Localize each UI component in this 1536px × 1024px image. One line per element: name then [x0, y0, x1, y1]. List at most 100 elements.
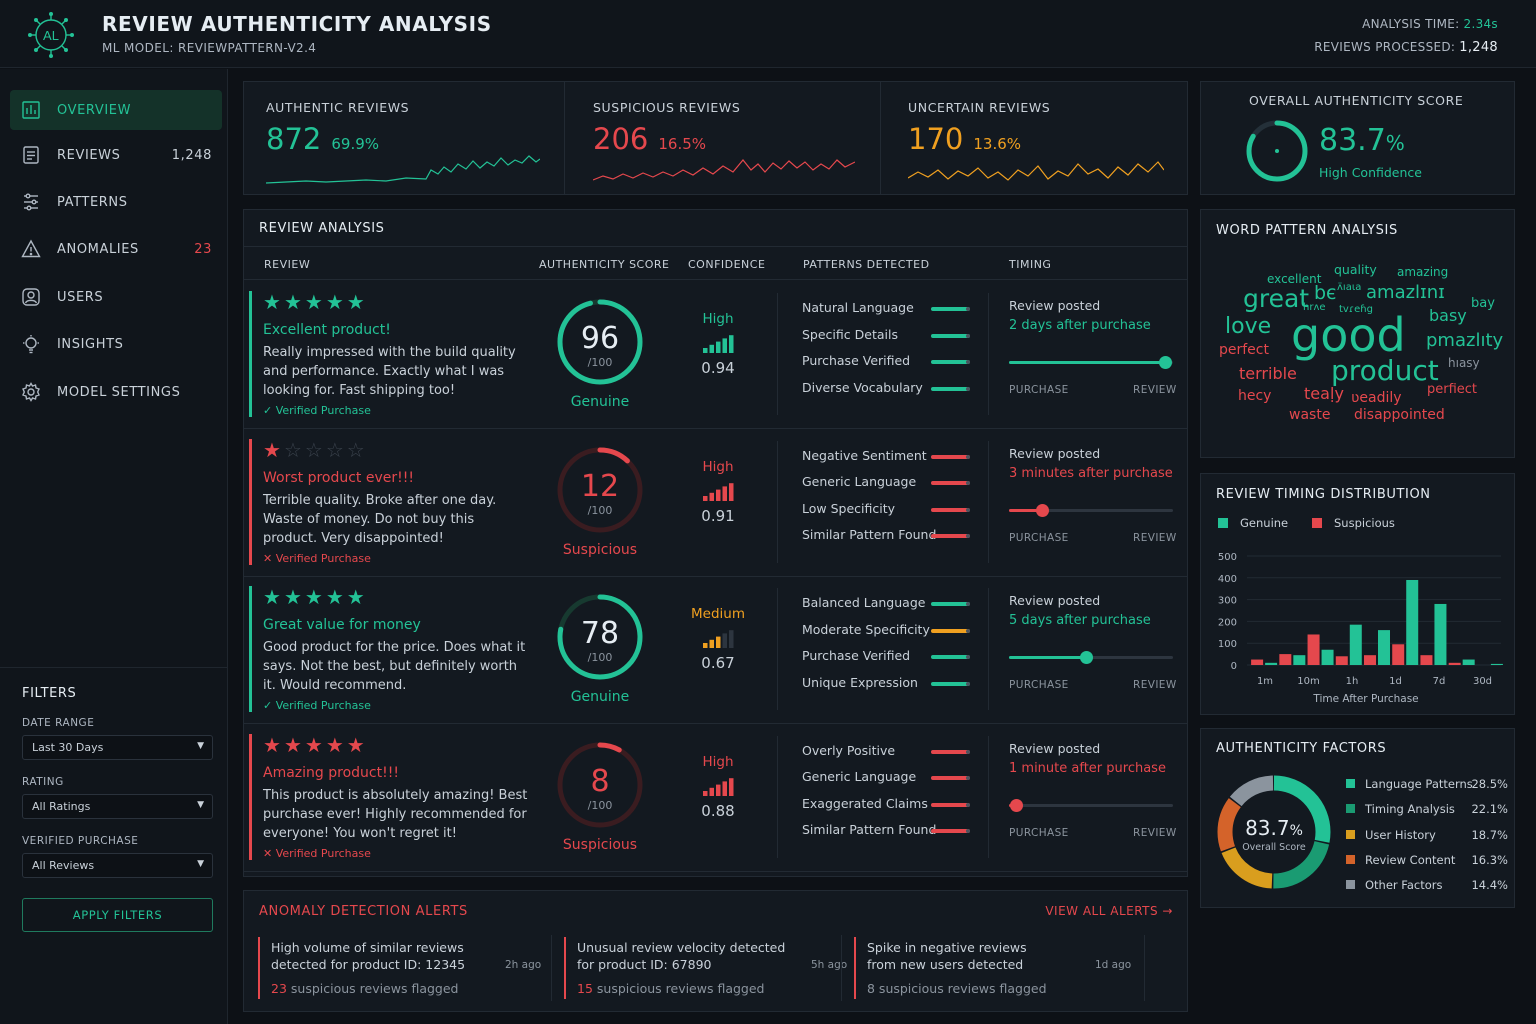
verified-purchase-select[interactable]: All Reviews ▼: [22, 853, 213, 878]
bar-suspicious: [1448, 662, 1461, 665]
signal-bars-icon: [703, 335, 734, 353]
table-row[interactable]: ★★★★★ Great value for money Good product f…: [244, 576, 1187, 724]
view-all-alerts-link[interactable]: VIEW ALL ALERTS →: [1045, 904, 1173, 918]
review-body: This product is absolutely amazing! Best…: [263, 787, 528, 841]
alert-time: 5h ago: [811, 959, 848, 971]
factors-donut-chart: [1217, 775, 1331, 889]
col-review: REVIEW: [264, 258, 311, 271]
review-analysis-panel: REVIEW ANALYSIS REVIEW AUTHENTICITY SCOR…: [243, 209, 1188, 877]
star-icon: ★: [346, 585, 368, 609]
timing-distribution-panel: REVIEW TIMING DISTRIBUTION Genuine Suspi…: [1200, 473, 1515, 715]
timing-track: [1009, 356, 1173, 369]
timing-fill: [1009, 361, 1165, 364]
review-analysis-title: REVIEW ANALYSIS: [259, 221, 385, 236]
sidebar-item-reviews[interactable]: REVIEWS 1,248: [10, 135, 222, 175]
pattern-bar: [931, 454, 970, 459]
pattern-bar: [931, 507, 970, 512]
authentic-pct: 69.9%: [331, 135, 380, 153]
factors-title: AUTHENTICITY FACTORS: [1216, 741, 1387, 756]
sidebar-item-overview[interactable]: OVERVIEW: [10, 90, 222, 130]
timing-fill: [1009, 508, 1042, 512]
filters-section: FILTERS DATE RANGE Last 30 Days ▼ RATING …: [0, 667, 228, 932]
pattern-bar: [931, 628, 970, 633]
score-denominator: /100: [587, 356, 613, 369]
col-timing: TIMING: [1009, 258, 1052, 271]
table-row[interactable]: ★☆☆☆☆ Worst product ever!!! Terrible quali…: [244, 429, 1187, 577]
timing-caption: Review posted: [1009, 593, 1101, 608]
pattern-bar: [931, 776, 970, 780]
signal-bars-icon: [703, 482, 734, 501]
pattern-label: Overly Positive: [802, 742, 896, 758]
date-range-label: DATE RANGE: [22, 717, 95, 729]
star-icon: ☆: [325, 437, 347, 462]
factor-pct: 14.4%: [1471, 878, 1508, 893]
star-icon: ★: [304, 585, 326, 609]
x-tick-label: 1m: [1257, 676, 1273, 687]
word-cloud-word: hecy: [1238, 388, 1272, 404]
legend-suspicious: Suspicious: [1312, 516, 1395, 530]
alert-time: 1d ago: [1095, 959, 1132, 971]
sidebar-item-patterns[interactable]: PATTERNS: [10, 182, 222, 222]
document-icon: [20, 144, 42, 166]
date-range-select[interactable]: Last 30 Days ▼: [22, 735, 213, 760]
row-indicator: [249, 438, 252, 565]
apply-filters-button[interactable]: APPLY FILTERS: [22, 898, 213, 932]
star-rating: ★★★★★: [263, 290, 368, 314]
sidebar-item-model-settings[interactable]: MODEL SETTINGS: [10, 372, 222, 412]
verified-purchase-badge: ✓ Verified Purchase: [263, 699, 371, 712]
factor-pct: 18.7%: [1471, 827, 1508, 842]
factor-item: Language Patterns 28.5%: [1346, 777, 1508, 791]
word-cloud-word: bay: [1471, 296, 1495, 311]
star-icon: ★: [325, 585, 347, 609]
table-row[interactable]: ★★★★★ Amazing product!!! This product is a…: [244, 724, 1187, 872]
pattern-label: Unique Expression: [802, 674, 918, 690]
star-icon: ★: [325, 732, 347, 757]
star-rating: ★★★★★: [263, 585, 368, 609]
alert-line1: Spike in negative reviews: [867, 940, 1027, 955]
rating-select[interactable]: All Ratings ▼: [22, 794, 213, 819]
bar-genuine: [1406, 579, 1419, 665]
alert-item[interactable]: Unusual review velocity detected for prod…: [564, 937, 856, 999]
factor-pct: 28.5%: [1471, 777, 1508, 791]
donut-segment: [1217, 775, 1331, 889]
word-cloud-word: bє: [1314, 282, 1337, 304]
score-label: Suspicious: [562, 836, 638, 853]
pattern-label: Similar Pattern Found: [802, 822, 937, 837]
confidence-label: High: [702, 458, 734, 475]
pattern-label: Balanced Language: [802, 595, 926, 610]
review-body: Terrible quality. Broke after one day. W…: [263, 492, 497, 546]
table-row[interactable]: ★★★★★ Excellent product! Really impressed …: [244, 281, 1187, 429]
sidebar-item-anomalies[interactable]: ANOMALIES 23: [10, 229, 222, 269]
star-icon: ★: [304, 290, 326, 314]
pattern-bar: [931, 802, 970, 807]
sidebar-item-users[interactable]: USERS: [10, 277, 222, 317]
alert-flag-count: 23 suspicious reviews flagged: [271, 981, 459, 996]
timing-track: [1009, 651, 1173, 664]
timing-marker: [1080, 651, 1094, 664]
alert-item[interactable]: Spike in negative reviews from new users …: [854, 937, 1146, 999]
analysis-time: ANALYSIS TIME: 2.34s: [1362, 17, 1498, 31]
alert-item[interactable]: High volume of similar reviews detected f…: [258, 937, 550, 999]
pattern-label: Generic Language: [802, 769, 917, 784]
word-cloud-word: perfect: [1219, 342, 1269, 358]
factor-item: Review Content 16.3%: [1346, 853, 1508, 867]
score-denominator: /100: [587, 798, 613, 812]
confidence-value: 0.91: [701, 506, 735, 525]
gear-icon: [20, 381, 42, 403]
y-tick-label: 400: [1218, 574, 1237, 585]
review-title: Great value for money: [263, 617, 421, 633]
sidebar-item-insights[interactable]: INSIGHTS: [10, 324, 222, 364]
logo-icon: AL: [28, 12, 74, 58]
timing-review-label: REVIEW: [1133, 384, 1177, 396]
timing-purchase-label: PURCHASE: [1009, 384, 1069, 396]
donut-segment: [1217, 775, 1331, 889]
pattern-label: Purchase Verified: [802, 353, 911, 368]
pattern-bar: [931, 333, 970, 338]
bar-suspicious: [1364, 655, 1376, 665]
timing-marker: [1009, 798, 1023, 812]
suspicious-sparkline: [593, 159, 855, 181]
pattern-icon: [20, 191, 42, 213]
pattern-bar: [931, 307, 970, 311]
timing-bar-chart: 0 100 200 300 400 500 1m 10m 1h 1d 7d 30d Time After…: [1218, 552, 1503, 705]
suspicious-count: 206: [593, 122, 649, 156]
